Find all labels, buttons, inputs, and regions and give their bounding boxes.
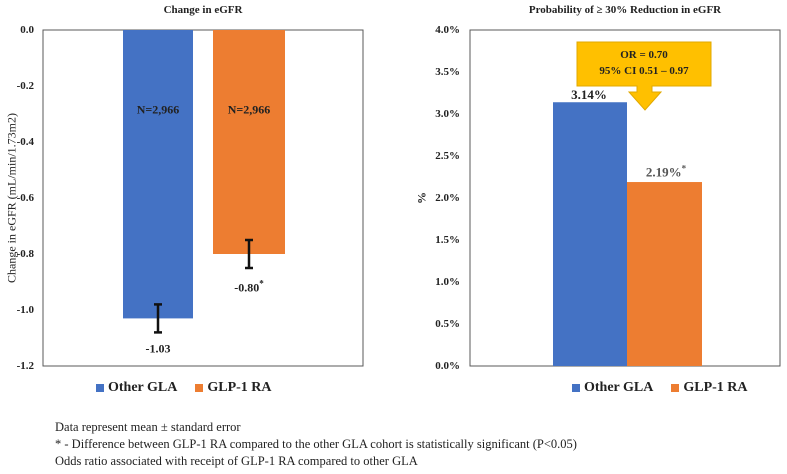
legend-swatch-other-gla bbox=[572, 384, 580, 392]
odds-ratio-label: OR = 0.70 bbox=[620, 49, 668, 61]
significance-mark: * bbox=[259, 278, 264, 289]
legend-label-other-gla: Other GLA bbox=[584, 380, 654, 395]
right-legend: Other GLA GLP-1 RA bbox=[572, 380, 748, 396]
callout-arrow bbox=[576, 41, 712, 111]
left-y-tick-label: -1.0 bbox=[16, 304, 34, 316]
right-y-tick-label: 1.0% bbox=[435, 276, 460, 288]
left-y-tick-label: -0.4 bbox=[16, 136, 34, 148]
bar-other-gla bbox=[123, 30, 193, 319]
left-n-label-glp1-ra: N=2,966 bbox=[227, 102, 271, 117]
value: -0.80 bbox=[234, 280, 260, 295]
footnote-2: * - Difference between GLP-1 RA compared… bbox=[55, 437, 577, 451]
bar-glp1-ra bbox=[627, 182, 702, 366]
right-chart-title: Probability of ≥ 30% Reduction in eGFR bbox=[528, 4, 722, 16]
left-n-label-other-gla: N=2,966 bbox=[136, 102, 180, 117]
right-y-tick-label: 3.5% bbox=[435, 66, 460, 78]
left-value-label-glp1-ra: -0.80* bbox=[234, 279, 264, 296]
legend-label-glp1-ra: GLP-1 RA bbox=[207, 380, 272, 395]
left-y-tick-label: -0.2 bbox=[16, 80, 34, 92]
legend-label-glp1-ra: GLP-1 RA bbox=[683, 380, 748, 395]
legend-swatch-glp1-ra bbox=[671, 384, 680, 392]
right-y-tick-label: 0.0% bbox=[435, 360, 460, 372]
bar-glp1-ra bbox=[213, 30, 285, 254]
right-value-label-glp1-ra: 2.19%* bbox=[646, 163, 686, 180]
left-plot-area bbox=[42, 29, 364, 367]
legend-swatch-glp1-ra bbox=[195, 384, 204, 392]
left-chart-title: Change in eGFR bbox=[163, 4, 243, 16]
right-y-tick-label: 1.5% bbox=[435, 234, 460, 246]
right-y-tick-label: 2.0% bbox=[435, 192, 460, 204]
right-y-tick-label: 2.5% bbox=[435, 150, 460, 162]
value: 2.19% bbox=[645, 164, 682, 180]
right-y-tick-label: 4.0% bbox=[435, 24, 460, 36]
significance-mark: * bbox=[681, 163, 687, 174]
left-y-tick-label: -0.8 bbox=[16, 248, 34, 260]
footnote-3: Odds ratio associated with receipt of GL… bbox=[55, 454, 418, 468]
left-legend: Other GLA GLP-1 RA bbox=[96, 380, 272, 396]
left-y-tick-label: 0.0 bbox=[20, 24, 34, 36]
right-value-label-other-gla: 3.14% bbox=[571, 87, 607, 102]
legend-label-other-gla: Other GLA bbox=[108, 380, 178, 395]
left-y-tick-label: -0.6 bbox=[16, 192, 34, 204]
left-y-tick-label: -1.2 bbox=[16, 360, 34, 372]
bar-other-gla bbox=[553, 102, 627, 367]
left-value-label-other-gla: -1.03 bbox=[145, 341, 171, 356]
footnote-1: Data represent mean ± standard error bbox=[55, 420, 241, 434]
right-y-tick-label: 3.0% bbox=[435, 108, 460, 120]
confidence-interval-label: 95% CI 0.51 – 0.97 bbox=[599, 65, 689, 77]
right-y-tick-label: 0.5% bbox=[435, 318, 460, 330]
legend-swatch-other-gla bbox=[96, 384, 104, 392]
